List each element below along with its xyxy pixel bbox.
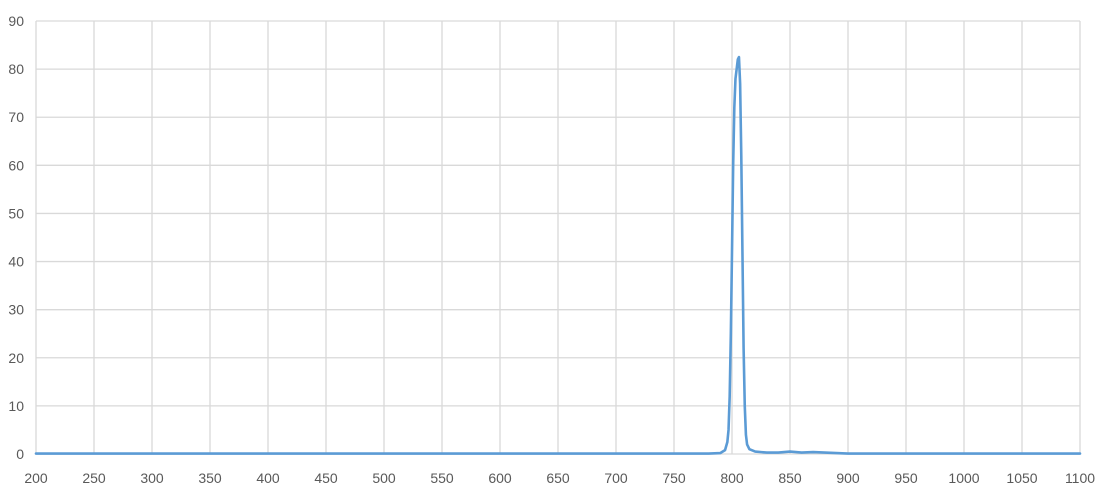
x-tick-label: 750 (662, 470, 686, 486)
x-tick-label: 700 (604, 470, 628, 486)
x-tick-label: 950 (894, 470, 918, 486)
y-tick-label: 80 (8, 61, 24, 77)
x-tick-label: 800 (720, 470, 744, 486)
series-line-0 (34, 55, 1082, 455)
y-tick-label: 40 (8, 254, 24, 270)
x-tick-label: 450 (314, 470, 338, 486)
y-tick-label: 50 (8, 205, 24, 221)
x-tick-label: 650 (546, 470, 570, 486)
x-tick-label: 400 (256, 470, 280, 486)
x-tick-label: 350 (198, 470, 222, 486)
x-tick-label: 550 (430, 470, 454, 486)
y-tick-label: 90 (8, 13, 24, 29)
x-tick-labels: 200 250 300 350 400 450 500 550 600 650 700 750 800 8… (24, 470, 1095, 486)
x-tick-label: 1000 (948, 470, 979, 486)
x-tick-label: 500 (372, 470, 396, 486)
x-tick-label: 850 (778, 470, 802, 486)
y-tick-label: 0 (16, 446, 24, 462)
y-tick-label: 10 (8, 398, 24, 414)
y-tick-label: 20 (8, 350, 24, 366)
series-layer (34, 55, 1082, 455)
y-tick-labels: 0 10 20 30 40 50 60 70 80 90 (8, 13, 24, 462)
x-tick-label: 1100 (1065, 470, 1095, 486)
horizontal-gridlines (36, 20, 1080, 407)
x-tick-label: 1050 (1006, 470, 1037, 486)
y-tick-label: 30 (8, 302, 24, 318)
x-tick-label: 300 (140, 470, 164, 486)
y-tick-label: 60 (8, 157, 24, 173)
x-tick-label: 900 (836, 470, 860, 486)
x-tick-label: 600 (488, 470, 512, 486)
x-tick-label: 250 (82, 470, 106, 486)
x-tick-label: 200 (24, 470, 48, 486)
y-tick-label: 70 (8, 109, 24, 125)
vertical-gridlines (35, 21, 1081, 454)
